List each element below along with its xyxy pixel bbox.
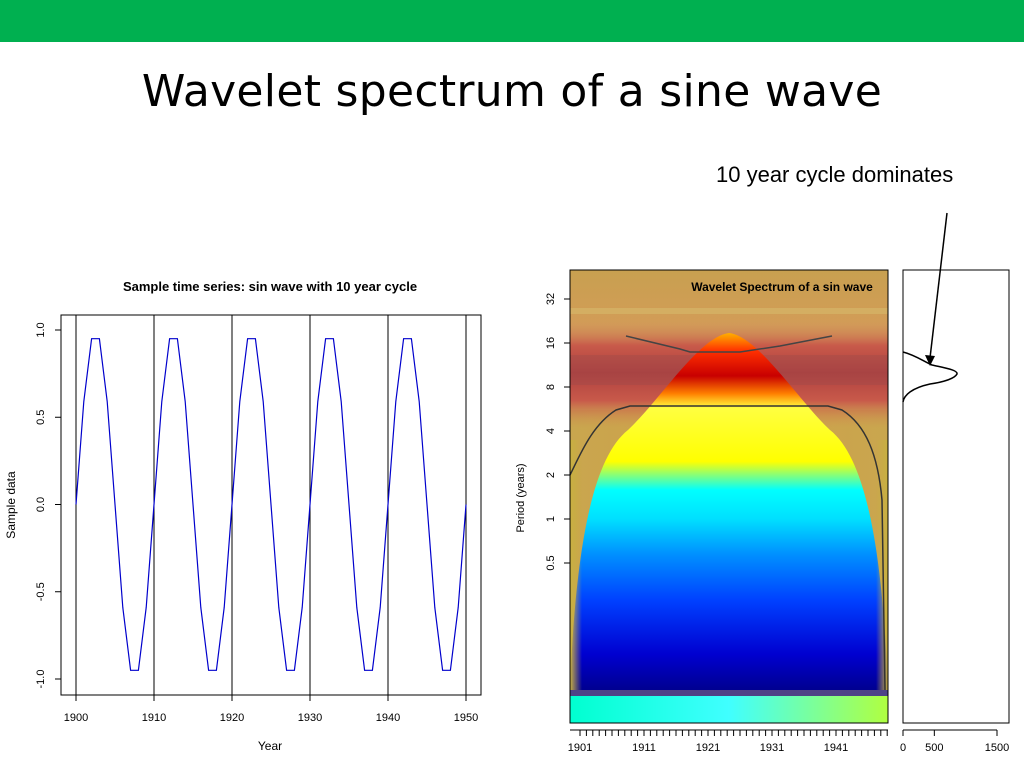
global-spectrum-curve [902, 351, 958, 403]
heatmap-y-tick-label: 8 [545, 384, 557, 390]
heatmap-x-tick-label: 1901 [568, 742, 592, 754]
heatmap-x-tick-label: 1941 [824, 742, 848, 754]
wavelet-heatmap [570, 270, 888, 723]
left-y-tick-label: -0.5 [35, 582, 47, 601]
heatmap-y-tick-label: 16 [545, 337, 557, 349]
heatmap-frame [569, 269, 889, 724]
left-x-tick-label: 1900 [64, 712, 88, 724]
annotation-text: 10 year cycle dominates [716, 162, 954, 187]
heatmap-y-tick-label: 2 [545, 472, 557, 478]
left-y-axis: -1.0 -0.5 0.0 0.5 1.0 [35, 322, 61, 688]
heatmap-title: Wavelet Spectrum of a sin wave [691, 280, 873, 294]
left-x-tick-label: 1940 [376, 712, 400, 724]
left-xlabel: Year [258, 739, 282, 753]
left-y-tick-label: 1.0 [35, 322, 47, 337]
heatmap-x-axis: 1901 1911 1921 1931 1941 [568, 729, 888, 754]
annotation-arrowhead [925, 355, 935, 366]
global-x-tick-label: 1500 [985, 742, 1009, 754]
heatmap-x-tick-label: 1911 [632, 742, 656, 754]
left-x-tick-label: 1930 [298, 712, 322, 724]
global-x-tick-label: 0 [900, 742, 906, 754]
left-x-tick-label: 1920 [220, 712, 244, 724]
left-series-line [75, 338, 467, 671]
left-x-axis: 1900 1910 1920 1930 1940 1950 [64, 694, 478, 724]
significance-contour [625, 335, 833, 353]
top-accent-bar [0, 0, 1024, 42]
heatmap-x-tick-label: 1921 [696, 742, 720, 754]
left-x-tick-label: 1910 [142, 712, 166, 724]
left-y-tick-label: 0.0 [35, 497, 47, 512]
cone-of-influence-line [569, 405, 886, 691]
global-spectrum-frame [902, 269, 1010, 724]
global-spectrum-x-axis: 0 500 1500 [900, 729, 1009, 754]
slide-title: Wavelet spectrum of a sine wave [141, 66, 883, 117]
heatmap-y-axis: 0.5 1 2 4 8 16 32 [545, 293, 570, 571]
heatmap-y-tick-label: 1 [545, 516, 557, 522]
heatmap-y-tick-label: 32 [545, 293, 557, 305]
heatmap-ylabel: Period (years) [515, 463, 527, 532]
left-ylabel: Sample data [4, 471, 18, 539]
heatmap-y-tick-label: 0.5 [545, 555, 557, 570]
left-chart-title: Sample time series: sin wave with 10 yea… [123, 279, 417, 294]
left-x-tick-label: 1950 [454, 712, 478, 724]
heatmap-y-tick-label: 4 [545, 428, 557, 434]
left-y-tick-label: -1.0 [35, 670, 47, 689]
annotation-arrow [929, 212, 948, 359]
heatmap-x-tick-label: 1931 [760, 742, 784, 754]
left-y-tick-label: 0.5 [35, 410, 47, 425]
global-x-tick-label: 500 [925, 742, 943, 754]
left-series [75, 338, 467, 671]
